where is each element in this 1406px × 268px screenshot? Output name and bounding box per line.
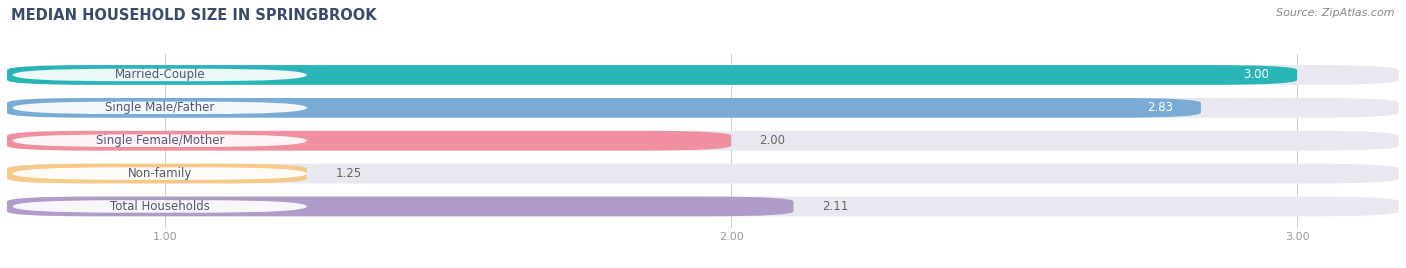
Text: Single Male/Father: Single Male/Father: [105, 101, 215, 114]
FancyBboxPatch shape: [7, 98, 1201, 118]
Text: Source: ZipAtlas.com: Source: ZipAtlas.com: [1277, 8, 1395, 18]
FancyBboxPatch shape: [7, 98, 1399, 118]
Text: Total Households: Total Households: [110, 200, 209, 213]
Text: 1.25: 1.25: [335, 167, 361, 180]
Text: 3.00: 3.00: [1243, 68, 1268, 81]
Text: Non-family: Non-family: [128, 167, 193, 180]
FancyBboxPatch shape: [13, 167, 307, 180]
Text: 2.83: 2.83: [1147, 101, 1173, 114]
Text: 2.00: 2.00: [759, 134, 786, 147]
FancyBboxPatch shape: [7, 164, 307, 183]
Text: Married-Couple: Married-Couple: [114, 68, 205, 81]
FancyBboxPatch shape: [13, 102, 307, 114]
Text: MEDIAN HOUSEHOLD SIZE IN SPRINGBROOK: MEDIAN HOUSEHOLD SIZE IN SPRINGBROOK: [11, 8, 377, 23]
Text: 2.11: 2.11: [823, 200, 848, 213]
FancyBboxPatch shape: [7, 65, 1399, 85]
FancyBboxPatch shape: [7, 131, 1399, 151]
Text: Single Female/Mother: Single Female/Mother: [96, 134, 224, 147]
FancyBboxPatch shape: [13, 69, 307, 81]
FancyBboxPatch shape: [7, 196, 793, 216]
FancyBboxPatch shape: [7, 164, 1399, 183]
FancyBboxPatch shape: [7, 65, 1298, 85]
FancyBboxPatch shape: [13, 200, 307, 213]
FancyBboxPatch shape: [13, 135, 307, 147]
FancyBboxPatch shape: [7, 131, 731, 151]
FancyBboxPatch shape: [7, 196, 1399, 216]
